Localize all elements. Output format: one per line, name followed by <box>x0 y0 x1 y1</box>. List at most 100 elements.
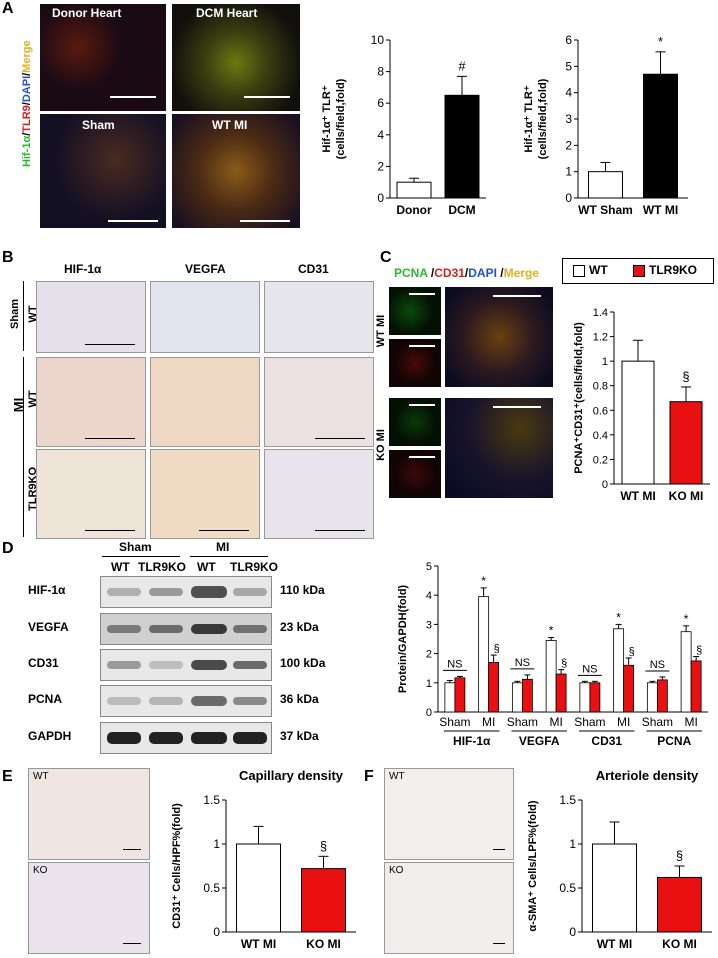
y-tick-label: 1.5 <box>559 793 576 807</box>
group-underline <box>102 556 180 557</box>
bar <box>643 73 678 199</box>
micro-label-donor: Donor Heart <box>52 6 122 20</box>
x-tick-label: WT MI <box>620 489 655 503</box>
scale-bar <box>110 96 156 98</box>
micro-image-merge <box>445 398 553 498</box>
col-label-hif: HIF-1α <box>64 262 102 276</box>
group-underline <box>190 556 268 557</box>
blot-kda: 37 kDa <box>280 729 319 743</box>
scale-bar <box>493 943 505 944</box>
chart-e: 0 0.5 1 1.5 WT MI KO MI § CD31⁺ Cells/HPF%(fold… <box>171 768 356 951</box>
blot-gapdh <box>100 722 272 754</box>
y-axis-label: PCNA⁺CD31⁺(cells/field,fold) <box>573 322 585 474</box>
panel-label-b: B <box>2 249 14 266</box>
y-tick-label: 8 <box>377 65 384 79</box>
significance-mark: § <box>320 838 327 853</box>
bar <box>680 631 692 713</box>
bar <box>656 679 668 713</box>
y-tick-label: 2 <box>565 138 572 152</box>
y-tick-label: 1.4 <box>593 307 608 319</box>
y-axis-label: α-SMA⁺ Cells/LPF%(fold) <box>527 800 539 931</box>
chart-c: 0 0.2 0.4 0.6 0.8 1 1.2 1.4 WT MI KO MI § PCNA⁺CD31… <box>573 307 710 503</box>
chart-a1: 0 2 4 6 8 10 Donor DCM # Hif-1α⁺ TLR⁺ (cells/field… <box>321 33 486 217</box>
stain-part: / <box>496 266 504 280</box>
stain-part: / <box>21 72 33 76</box>
stain-part: PCNA <box>394 266 428 280</box>
x-group-label: CD31 <box>591 734 622 748</box>
x-tick-label: WT MI <box>241 937 276 951</box>
y-tick-label: 1.5 <box>203 793 220 807</box>
micro-image-dcm: DCM Heart <box>172 4 300 111</box>
ihc-image-e-ko: KO <box>28 862 150 954</box>
group-divider <box>23 357 24 537</box>
bar <box>236 843 281 933</box>
ihc-image <box>150 357 260 447</box>
chart-f: 0 0.5 1 1.5 WT MI KO MI § α-SMA⁺ Cells/LPF%(fol… <box>527 768 712 951</box>
legend-c: WT TLR9KO <box>562 258 714 284</box>
y-axis-label: Hif-1α⁺ TLR⁺ <box>523 85 535 152</box>
lane-label: WT <box>197 560 216 574</box>
ihc-image-f-wt: WT <box>384 768 514 860</box>
group-label-d-sham: Sham <box>119 540 152 554</box>
y-tick-label: 0 <box>377 191 384 205</box>
panel-label-c: C <box>380 249 392 266</box>
chart-title: Arteriole density <box>596 768 699 783</box>
bar <box>623 664 635 713</box>
scale-bar <box>493 849 505 850</box>
x-tick-label: DCM <box>448 203 475 217</box>
y-tick-label: 1 <box>565 165 572 179</box>
bar <box>488 661 500 713</box>
significance-mark: § <box>561 658 567 670</box>
chart-title: Capillary density <box>239 768 344 783</box>
y-tick-label: 0 <box>565 191 572 205</box>
bar <box>511 682 523 713</box>
bar <box>579 682 591 713</box>
x-subgroup-label: Sham <box>507 715 538 729</box>
y-tick-label: 10 <box>371 33 385 47</box>
panel-label-f: F <box>364 768 374 785</box>
y-tick-label: 6 <box>377 96 384 110</box>
stain-part: CD31 <box>434 266 465 280</box>
img-label: WT <box>33 771 49 782</box>
x-tick-label: KO MI <box>669 489 704 503</box>
bar <box>592 843 637 933</box>
ihc-image <box>264 449 374 539</box>
y-tick-label: 1 <box>602 356 608 368</box>
y-tick-label: 0.5 <box>559 881 576 895</box>
x-tick-label: WT Sham <box>578 203 633 217</box>
ns-label: NS <box>582 663 597 675</box>
img-label: KO <box>389 865 404 876</box>
y-axis-label: (cells/field,fold) <box>335 78 347 159</box>
bar <box>589 682 601 713</box>
y-axis-label: Hif-1α⁺ TLR⁺ <box>321 85 333 152</box>
bar <box>646 682 658 713</box>
x-group-label: HIF-1α <box>453 734 491 748</box>
y-tick-label: 6 <box>565 33 572 47</box>
y-tick-label: 3 <box>426 619 432 631</box>
bar <box>690 660 702 713</box>
stain-part: DAPI <box>21 75 33 103</box>
col-label-cd31: CD31 <box>298 262 329 276</box>
y-tick-label: 0.8 <box>593 381 608 393</box>
x-tick-label: KO MI <box>662 937 697 951</box>
scale-bar <box>240 220 290 222</box>
bar <box>657 876 702 933</box>
micro-image-sham: Sham <box>40 114 166 228</box>
blot-name: GAPDH <box>28 729 72 743</box>
x-group-label: PCNA <box>657 734 691 748</box>
micro-image-cd31 <box>389 450 441 498</box>
blot-cd31 <box>100 649 272 681</box>
scale-bar <box>123 943 141 944</box>
y-axis-label: CD31⁺ Cells/HPF%(fold) <box>171 803 183 929</box>
y-tick-label: 1 <box>426 678 432 690</box>
stain-part: / <box>427 266 435 280</box>
significance-mark: § <box>696 645 702 657</box>
micro-image-pcna <box>389 398 441 446</box>
stain-part: Merge <box>503 266 539 280</box>
x-subgroup-label: Sham <box>574 715 605 729</box>
bar <box>555 673 567 713</box>
ns-label: NS <box>650 659 665 671</box>
bar <box>454 677 466 713</box>
ihc-image-f-ko: KO <box>384 862 514 954</box>
blot-name: PCNA <box>28 692 63 706</box>
